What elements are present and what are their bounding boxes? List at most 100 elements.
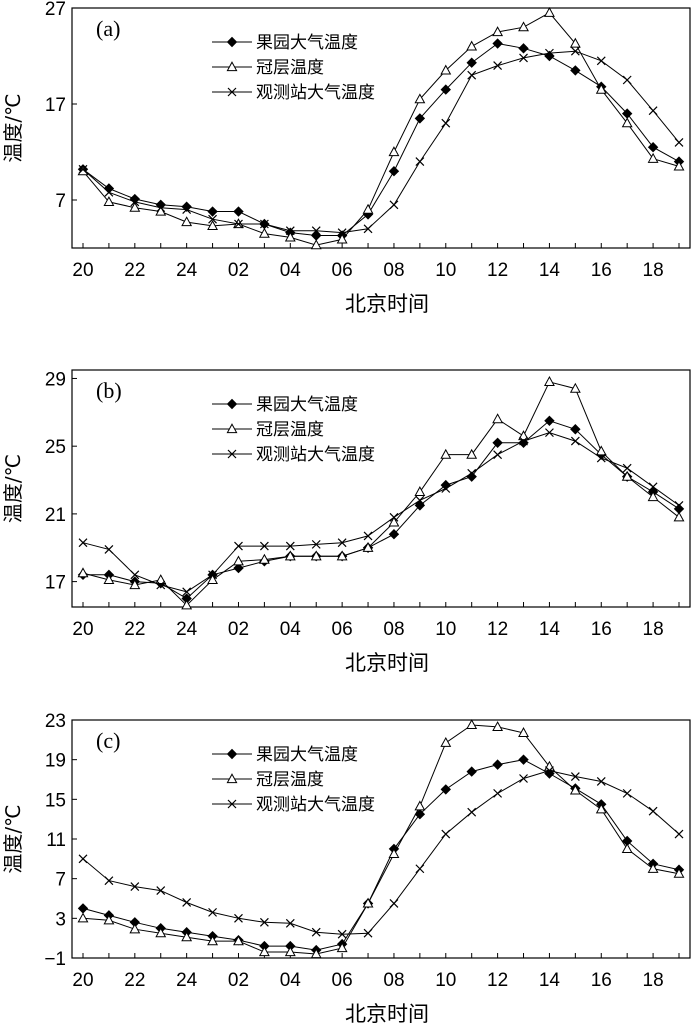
x-tick-label: 10 (435, 260, 456, 281)
x-tick-label: 16 (591, 260, 612, 281)
plot-frame (71, 7, 691, 249)
data-point-triangle-marker (129, 923, 140, 934)
x-tick-label: 22 (124, 970, 145, 991)
y-axis-title: 温度/℃ (1, 804, 25, 873)
data-point-triangle-marker (77, 567, 89, 578)
legend-triangle-marker (226, 61, 238, 72)
legend-triangle-marker (226, 773, 238, 784)
data-point-cross-marker (467, 807, 477, 817)
data-point-triangle-marker (466, 41, 477, 51)
data-point-triangle-marker (440, 449, 451, 459)
data-point-cross-marker (441, 829, 451, 839)
x-tick-label: 06 (332, 260, 353, 281)
data-point-cross-marker (493, 788, 503, 798)
panel-label: (c) (96, 728, 120, 753)
series-line (82, 724, 680, 955)
data-point-diamond-marker (492, 759, 503, 770)
data-point-cross-marker (648, 106, 658, 116)
data-point-cross-marker (622, 75, 632, 85)
x-tick-label: 14 (539, 619, 561, 640)
x-tick-label: 16 (591, 619, 612, 640)
data-point-triangle-marker (544, 376, 555, 386)
series-line (82, 770, 680, 935)
data-point-cross-marker (441, 118, 451, 128)
y-tick-label: 7 (55, 870, 66, 891)
y-tick-label: 21 (45, 505, 66, 526)
data-point-diamond-marker (518, 43, 529, 54)
data-point-diamond-marker (388, 166, 400, 177)
legend-label: 冠层温度 (256, 420, 324, 440)
data-point-cross-marker (389, 898, 399, 909)
y-tick-label: 23 (45, 711, 66, 732)
data-point-cross-marker (207, 907, 218, 917)
x-tick-label: 02 (228, 260, 249, 281)
data-point-cross-marker (493, 450, 503, 460)
data-point-triangle-marker (414, 486, 425, 496)
x-tick-label: 12 (487, 260, 508, 281)
data-point-triangle-marker (440, 737, 451, 747)
x-tick-label: 08 (383, 260, 404, 281)
x-tick-label: 08 (383, 970, 404, 991)
x-tick-label: 18 (643, 970, 664, 991)
x-axis-title: 北京时间 (345, 292, 429, 316)
x-tick-label: 10 (435, 970, 456, 991)
x-tick-label: 20 (72, 260, 93, 281)
y-tick-label: 19 (45, 751, 66, 772)
x-tick-label: 06 (332, 619, 353, 640)
panel-label: (b) (96, 378, 122, 403)
x-tick-label: 18 (643, 260, 664, 281)
data-point-diamond-marker (466, 766, 477, 777)
y-tick-label: 25 (45, 437, 66, 458)
legend-label: 果园大气温度 (256, 395, 358, 415)
data-point-triangle-marker (388, 146, 400, 157)
y-axis-title: 温度/℃ (1, 93, 25, 162)
legend-diamond-marker (226, 36, 238, 48)
panel-label: (a) (96, 16, 120, 41)
legend-label: 果园大气温度 (256, 745, 358, 765)
x-tick-label: 04 (280, 619, 302, 640)
series-line (82, 50, 680, 234)
data-point-diamond-marker (518, 754, 529, 765)
data-point-cross-marker (674, 137, 684, 147)
x-tick-label: 20 (72, 970, 93, 991)
data-point-cross-marker (622, 788, 632, 798)
data-point-triangle-marker (647, 153, 659, 163)
data-point-diamond-marker (492, 437, 503, 448)
data-point-cross-marker (596, 56, 606, 66)
data-point-cross-marker (648, 806, 658, 816)
x-tick-label: 24 (176, 619, 198, 640)
data-point-triangle-marker (466, 449, 477, 459)
x-tick-label: 18 (643, 619, 664, 640)
data-point-cross-marker (78, 854, 88, 864)
x-axis-title: 北京时间 (345, 1002, 429, 1026)
series-line (82, 381, 680, 606)
x-tick-label: 24 (176, 260, 198, 281)
data-point-cross-marker (389, 200, 399, 210)
chart-panel-a: 20 22 24 02 04 06 08 10 12 14 16 18 7 17 27 (a) 温度/℃ 北京时间… (1, 0, 691, 316)
legend-label: 冠层温度 (256, 770, 324, 790)
x-tick-label: 12 (487, 619, 508, 640)
data-point-triangle-marker (414, 800, 425, 811)
data-point-diamond-marker (77, 903, 89, 914)
data-point-triangle-marker (544, 7, 555, 17)
legend-label: 果园大气温度 (256, 33, 358, 53)
data-point-triangle-marker (622, 843, 633, 854)
series-line (83, 420, 680, 600)
data-point-cross-marker (467, 70, 477, 80)
y-tick-label: 3 (55, 909, 66, 930)
x-tick-label: 16 (591, 970, 612, 991)
data-point-triangle-marker (518, 21, 529, 32)
data-point-triangle-marker (259, 228, 270, 238)
data-point-triangle-marker (492, 413, 503, 424)
data-point-triangle-marker (259, 946, 270, 957)
chart-panel-c: 20 22 24 02 04 06 08 10 12 14 16 18 −1 3 7 11 15 19 23 (c) 温… (1, 711, 691, 1026)
legend-label: 观测站大气温度 (256, 795, 375, 815)
data-point-diamond-marker (647, 142, 659, 153)
legend-triangle-marker (226, 423, 238, 434)
data-point-triangle-marker (673, 511, 685, 522)
data-point-triangle-marker (285, 946, 296, 957)
x-tick-label: 14 (539, 970, 561, 991)
data-point-cross-marker (518, 773, 529, 784)
data-point-cross-marker (493, 60, 503, 71)
